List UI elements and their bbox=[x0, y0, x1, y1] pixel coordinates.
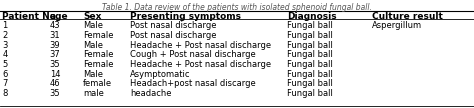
Text: Fungal ball: Fungal ball bbox=[287, 41, 333, 50]
Text: Headache + Post nasal discharge: Headache + Post nasal discharge bbox=[130, 41, 272, 50]
Text: Asymptomatic: Asymptomatic bbox=[130, 70, 191, 79]
Text: Fungal ball: Fungal ball bbox=[287, 70, 333, 79]
Text: Fungal ball: Fungal ball bbox=[287, 89, 333, 98]
Text: Aspergillum: Aspergillum bbox=[372, 21, 422, 30]
Text: 8: 8 bbox=[2, 89, 8, 98]
Text: Table 1. Data review of the patients with isolated sphenoid fungal ball.: Table 1. Data review of the patients wit… bbox=[102, 3, 372, 12]
Text: 14: 14 bbox=[50, 70, 60, 79]
Text: Sex: Sex bbox=[83, 12, 101, 21]
Text: 35: 35 bbox=[50, 89, 60, 98]
Text: Patient No.: Patient No. bbox=[2, 12, 60, 21]
Text: Male: Male bbox=[83, 41, 103, 50]
Text: 5: 5 bbox=[2, 60, 8, 69]
Text: Cough + Post nasal discharge: Cough + Post nasal discharge bbox=[130, 50, 256, 59]
Text: Diagnosis: Diagnosis bbox=[287, 12, 337, 21]
Text: Male: Male bbox=[83, 70, 103, 79]
Text: Fungal ball: Fungal ball bbox=[287, 50, 333, 59]
Text: 2: 2 bbox=[2, 31, 8, 40]
Text: Fungal ball: Fungal ball bbox=[287, 79, 333, 88]
Text: Post nasal discharge: Post nasal discharge bbox=[130, 21, 217, 30]
Text: age: age bbox=[50, 12, 68, 21]
Text: 6: 6 bbox=[2, 70, 8, 79]
Text: Female: Female bbox=[83, 50, 113, 59]
Text: 37: 37 bbox=[50, 50, 61, 59]
Text: 3: 3 bbox=[2, 41, 8, 50]
Text: Headach+post nasal discarge: Headach+post nasal discarge bbox=[130, 79, 256, 88]
Text: Fungal ball: Fungal ball bbox=[287, 60, 333, 69]
Text: Female: Female bbox=[83, 60, 113, 69]
Text: 39: 39 bbox=[50, 41, 60, 50]
Text: 4: 4 bbox=[2, 50, 8, 59]
Text: female: female bbox=[83, 79, 112, 88]
Text: Culture result: Culture result bbox=[372, 12, 443, 21]
Text: 43: 43 bbox=[50, 21, 60, 30]
Text: 7: 7 bbox=[2, 79, 8, 88]
Text: 1: 1 bbox=[2, 21, 8, 30]
Text: Fungal ball: Fungal ball bbox=[287, 31, 333, 40]
Text: Post nasal discharge: Post nasal discharge bbox=[130, 31, 217, 40]
Text: Female: Female bbox=[83, 31, 113, 40]
Text: male: male bbox=[83, 89, 104, 98]
Text: Fungal ball: Fungal ball bbox=[287, 21, 333, 30]
Text: 35: 35 bbox=[50, 60, 60, 69]
Text: Male: Male bbox=[83, 21, 103, 30]
Text: headache: headache bbox=[130, 89, 172, 98]
Text: Headache + Post nasal discharge: Headache + Post nasal discharge bbox=[130, 60, 272, 69]
Text: 31: 31 bbox=[50, 31, 60, 40]
Text: 46: 46 bbox=[50, 79, 60, 88]
Text: Presenting symptoms: Presenting symptoms bbox=[130, 12, 241, 21]
